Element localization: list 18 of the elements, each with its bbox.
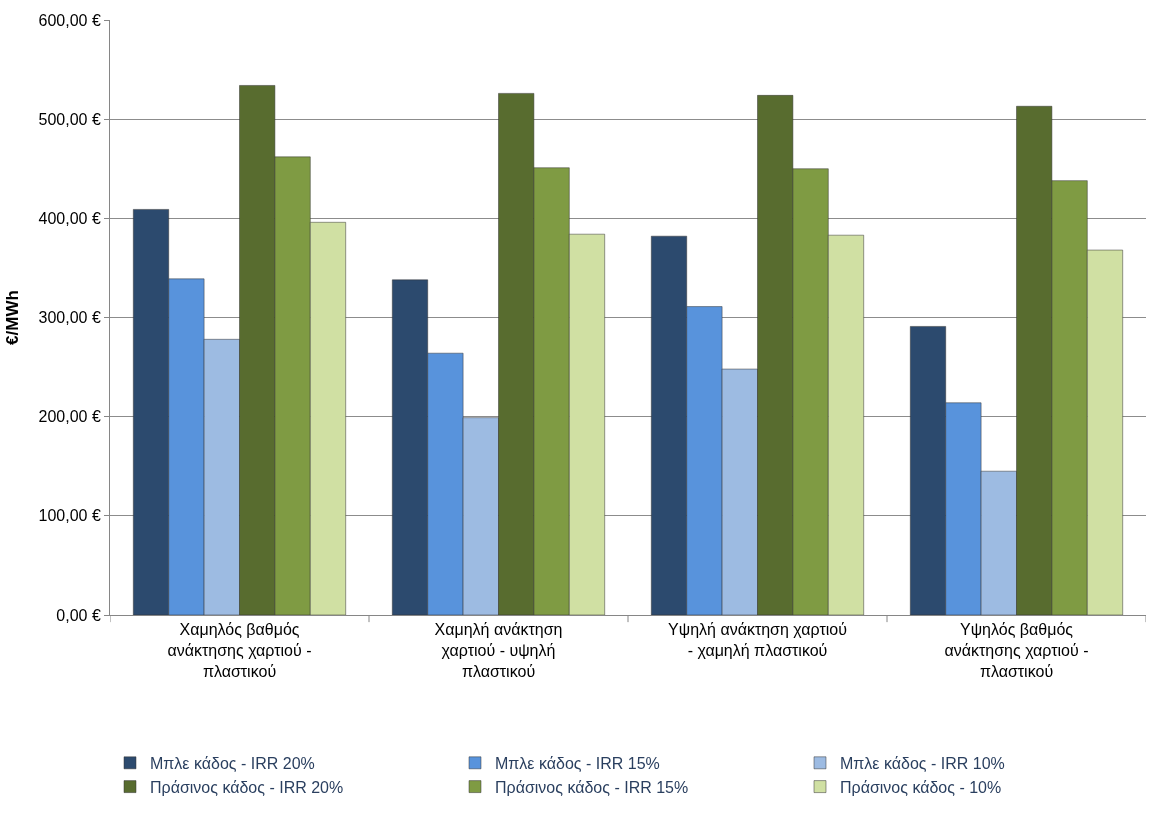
- y-tick-label: 600,00 €: [38, 11, 101, 29]
- y-tick-label: 300,00 €: [38, 309, 101, 327]
- legend-label: Πράσινος κάδος - 10%: [840, 778, 1002, 796]
- y-tick-label: 100,00 €: [38, 507, 101, 525]
- y-tick-label: 400,00 €: [38, 209, 101, 227]
- legend-label: Μπλε κάδος - IRR 20%: [150, 755, 315, 773]
- x-tick-label: Υψηλή ανάκτηση χαρτιού - χαμηλή πλαστικού: [668, 621, 847, 659]
- x-tick-label: Χαμηλός βαθμός ανάκτησης χαρτιού - πλαστικού: [167, 621, 312, 680]
- legend-label: Πράσινος κάδος - IRR 15%: [495, 778, 689, 796]
- legend-label: Μπλε κάδος - IRR 15%: [495, 755, 660, 773]
- legend-label: Μπλε κάδος - IRR 10%: [840, 755, 1005, 773]
- x-tick-label: Χαμηλή ανάκτηση χαρτιού - υψηλή πλαστικού: [434, 621, 563, 680]
- y-tick-label: 0,00 €: [56, 606, 101, 624]
- y-tick-label: 200,00 €: [38, 408, 101, 426]
- legend-label: Πράσινος κάδος - IRR 20%: [150, 778, 344, 796]
- y-tick-label: 500,00 €: [38, 110, 101, 128]
- x-tick-label: Υψηλός βαθμός ανάκτησης χαρτιού - πλαστικού: [944, 621, 1089, 680]
- y-axis-title: €/MWh: [3, 290, 23, 345]
